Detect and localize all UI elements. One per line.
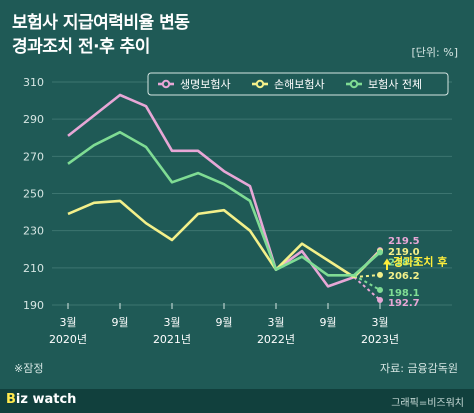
y-tick-label: 310 [23,76,44,89]
legend-swatch-marker-1 [255,79,265,89]
post-value-label-2: 218.3 [388,257,420,268]
legend-swatch-marker-2 [349,79,359,89]
pre-value-label-1: 206.2 [388,271,420,282]
series-pre-segment-1 [353,273,381,279]
title-line-2: 경과조치 전·후 추이 [12,37,150,57]
x-tick-year: 2023년 [361,333,399,346]
title-line-1: 보험사 지급여력비율 변동 [12,13,190,33]
y-tick-label: 270 [23,150,44,163]
x-tick-label: 3월 [163,316,180,329]
series-pre-segment-2 [353,274,381,291]
source-label: 자료: 금융감독원 [379,362,458,375]
series-post-segment-2 [353,251,381,277]
series-pre-point-2 [377,286,383,293]
x-tick-label: 3월 [59,316,76,329]
x-tick-label: 9월 [111,316,128,329]
footer-bar: Biz watch 그래픽=비즈워치 [0,389,474,413]
bizwatch-logo: Biz watch [6,392,77,407]
unit-label: [단위: %] [411,46,458,59]
series-pre-point-0 [377,296,383,303]
x-tick-label: 9월 [319,316,336,329]
annotation-label: 경과조치 후 [393,254,447,268]
x-tick-year: 2022년 [257,333,295,346]
x-tick-label: 3월 [371,316,388,329]
x-tick-label: 3월 [267,316,284,329]
legend-label-1: 손해보험사 [274,77,325,91]
pre-value-label-2: 198.1 [388,288,420,299]
y-tick-label: 210 [23,262,44,275]
legend-swatch-marker-0 [161,79,171,89]
pre-value-label-0: 192.7 [388,298,420,309]
series-post-point-2 [377,249,383,256]
post-value-label-1: 219.0 [388,247,420,258]
series-pre-point-1 [377,271,383,278]
graphic-credit: 그래픽=비즈워치 [391,398,464,409]
y-tick-label: 230 [23,225,44,238]
x-tick-label: 9월 [215,316,232,329]
series-line-2 [67,130,354,277]
legend-label-0: 생명보험사 [180,78,231,91]
x-tick-year: 2021년 [153,333,191,346]
series-line-0 [67,93,355,288]
post-value-label-0: 219.5 [388,236,420,247]
series-line-1 [67,199,355,279]
legend-label-2: 보험사 전체 [368,78,422,91]
footnote: ※잠정 [14,362,44,375]
y-tick-label: 190 [23,299,44,312]
y-tick-label: 290 [23,113,44,126]
legend-box [147,72,449,96]
y-tick-label: 250 [23,188,44,201]
x-tick-year: 2020년 [49,333,87,346]
annotation-arrow-head [383,258,391,265]
